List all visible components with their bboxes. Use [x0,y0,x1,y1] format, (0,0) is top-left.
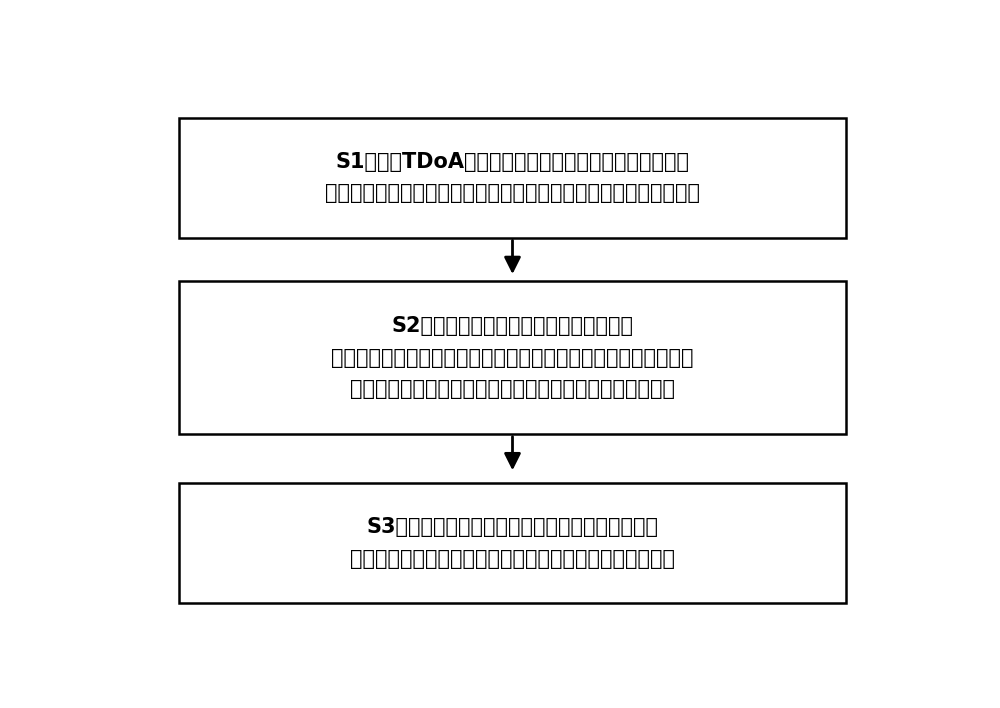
Text: 对距离差进行数据清理，根据清理后的距离差计算生成若干条双曲线: 对距离差进行数据清理，根据清理后的距离差计算生成若干条双曲线 [325,183,700,203]
FancyBboxPatch shape [179,483,846,603]
Text: S2：在基站的信号覆盖区域初始化粒子，: S2：在基站的信号覆盖区域初始化粒子， [392,316,634,336]
FancyBboxPatch shape [179,118,846,238]
Text: 对粒子的权重进行叠加和归一化处理生成各粒子的全局权重: 对粒子的权重进行叠加和归一化处理生成各粒子的全局权重 [350,379,675,399]
Text: S1：根据TDoA测距获取定位标签与各基站间的距离差，: S1：根据TDoA测距获取定位标签与各基站间的距离差， [336,152,690,172]
Text: S3：根据全局权重和预设的阈值对粒子进行筛选，: S3：根据全局权重和预设的阈值对粒子进行筛选， [366,517,658,537]
Text: 根据筛选出的粒子的全局权重计算生成定位标签的定位坐标: 根据筛选出的粒子的全局权重计算生成定位标签的定位坐标 [350,549,675,569]
FancyBboxPatch shape [179,281,846,434]
Text: 根据粒子至各双曲线的距离赋予粒子在不同双曲线下对应的权重；: 根据粒子至各双曲线的距离赋予粒子在不同双曲线下对应的权重； [331,348,694,367]
